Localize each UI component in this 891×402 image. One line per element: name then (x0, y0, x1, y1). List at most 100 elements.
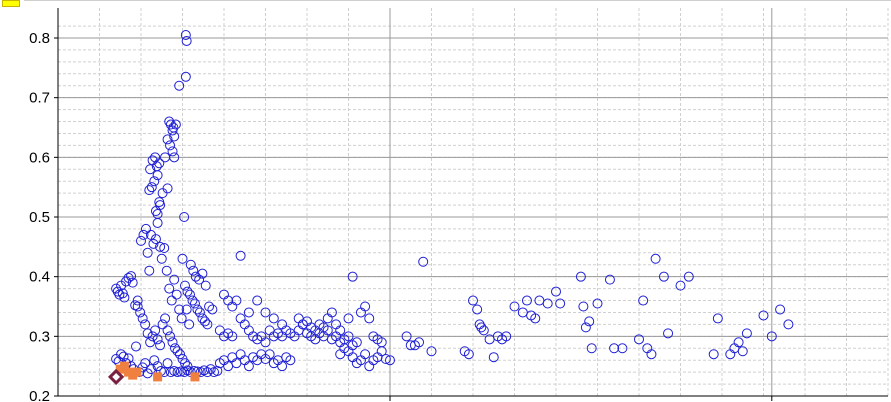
data-point (155, 241, 166, 252)
y-tick-label: 0.3 (29, 328, 50, 345)
data-point (380, 354, 391, 365)
data-point (164, 283, 175, 294)
data-point (227, 352, 238, 363)
data-point (555, 298, 566, 309)
data-point (166, 295, 177, 306)
data-point (364, 313, 375, 324)
data-point (185, 259, 196, 270)
data-point (675, 280, 686, 291)
y-tick-label: 0.7 (29, 90, 50, 107)
data-point (177, 253, 188, 264)
data-point (478, 325, 489, 336)
data-point (162, 134, 173, 145)
data-point (476, 322, 487, 333)
data-point (144, 185, 155, 196)
data-point (152, 217, 163, 228)
data-point (131, 341, 142, 352)
data-point (575, 271, 586, 282)
data-point (172, 367, 183, 378)
data-point (202, 319, 213, 330)
data-point (243, 361, 254, 372)
data-point (318, 322, 329, 333)
data-point (165, 140, 176, 151)
data-point (725, 349, 736, 360)
data-point (145, 364, 156, 375)
data-point (161, 265, 172, 276)
data-point (235, 349, 246, 360)
data-point (243, 307, 254, 318)
data-point (150, 206, 161, 217)
data-point (646, 349, 657, 360)
data-point (145, 337, 156, 348)
data-point (194, 307, 205, 318)
data-point (463, 349, 474, 360)
data-point (175, 349, 186, 360)
data-point (142, 247, 153, 258)
data-point (152, 209, 163, 220)
data-point (150, 234, 161, 245)
y-axis-tick-labels: 0.2 0.3 0.4 0.5 0.6 0.7 0.8 (29, 30, 50, 402)
data-point (509, 301, 520, 312)
data-point (712, 313, 723, 324)
data-point (168, 122, 179, 133)
data-point (189, 298, 200, 309)
data-point (159, 243, 170, 254)
data-point (181, 304, 192, 315)
data-point-highlight (107, 368, 125, 386)
data-point-orange (132, 367, 142, 377)
minor-gridlines (57, 8, 889, 397)
data-point (165, 331, 176, 342)
data-point (188, 265, 199, 276)
data-point (231, 358, 242, 369)
data-point (138, 229, 149, 240)
data-point (551, 286, 561, 297)
data-point (264, 349, 275, 360)
data-point (418, 256, 429, 267)
data-point (634, 334, 644, 345)
data-point (136, 235, 146, 246)
data-point (111, 283, 122, 294)
data-point (117, 288, 128, 299)
data-point (167, 337, 178, 348)
data-point (293, 313, 304, 324)
data-point (468, 295, 478, 306)
data-point (157, 319, 168, 330)
data-point (132, 295, 143, 306)
data-point (175, 366, 186, 377)
data-point (663, 328, 674, 339)
data-point (184, 289, 195, 300)
data-point (530, 313, 541, 324)
data-point (145, 164, 156, 175)
data-point (260, 337, 271, 348)
data-point (170, 119, 181, 130)
data-point (180, 30, 191, 41)
data-point (190, 271, 201, 282)
data-point (243, 325, 254, 336)
data-point (322, 313, 333, 324)
data-point (148, 238, 159, 249)
data-point (127, 277, 138, 288)
data-points (107, 30, 794, 386)
data-point (171, 289, 182, 300)
data-point (197, 268, 208, 279)
data-point (182, 361, 193, 372)
data-point (741, 328, 752, 339)
data-point (192, 304, 203, 315)
data-point (758, 310, 769, 321)
data-point (264, 325, 275, 336)
data-point (227, 301, 238, 312)
data-point (155, 340, 166, 351)
data-point (580, 322, 591, 333)
data-point (733, 337, 744, 348)
data-point (521, 295, 532, 306)
legend-swatch (2, 0, 20, 7)
data-point (586, 343, 597, 354)
data-point (150, 152, 161, 163)
data-point (179, 280, 190, 291)
data-point (154, 197, 165, 208)
data-point (199, 316, 210, 327)
data-point (152, 334, 163, 345)
data-point (140, 319, 151, 330)
data-point (187, 295, 198, 306)
data-point (132, 301, 143, 312)
